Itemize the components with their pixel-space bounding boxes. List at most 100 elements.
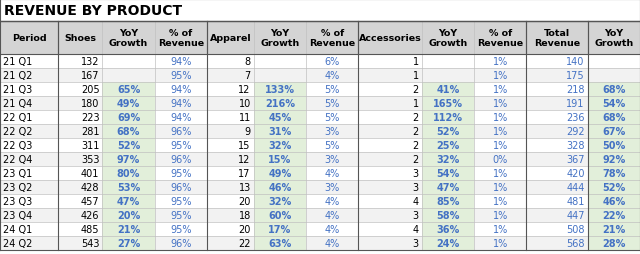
- Bar: [0, 208, 640, 222]
- Text: 568: 568: [566, 238, 585, 248]
- Text: 3: 3: [413, 210, 419, 220]
- Bar: [422, 236, 474, 250]
- Text: 2: 2: [413, 85, 419, 95]
- Text: 22: 22: [238, 238, 251, 248]
- Text: 444: 444: [566, 182, 585, 192]
- Bar: [422, 208, 474, 222]
- Bar: [422, 152, 474, 166]
- Text: 447: 447: [566, 210, 585, 220]
- Text: 22%: 22%: [602, 210, 625, 220]
- Text: 2: 2: [413, 140, 419, 150]
- Bar: [588, 124, 640, 138]
- Text: 20: 20: [238, 224, 251, 234]
- Text: 60%: 60%: [268, 210, 292, 220]
- Text: 1%: 1%: [493, 210, 508, 220]
- Text: 4%: 4%: [324, 224, 340, 234]
- Text: 54%: 54%: [602, 99, 625, 108]
- Text: 94%: 94%: [170, 85, 191, 95]
- Text: 12: 12: [238, 85, 251, 95]
- Text: 481: 481: [566, 196, 585, 206]
- Text: 1%: 1%: [493, 224, 508, 234]
- Text: 21 Q2: 21 Q2: [3, 71, 33, 81]
- Text: 85%: 85%: [436, 196, 460, 206]
- Text: 46%: 46%: [602, 196, 625, 206]
- Text: 7: 7: [244, 71, 251, 81]
- Bar: [102, 152, 155, 166]
- Text: 311: 311: [81, 140, 99, 150]
- Bar: [422, 138, 474, 152]
- Text: 46%: 46%: [268, 182, 292, 192]
- Text: 5%: 5%: [324, 140, 340, 150]
- Text: 24%: 24%: [436, 238, 460, 248]
- Text: YoY
Growth: YoY Growth: [260, 29, 300, 48]
- Bar: [0, 22, 640, 55]
- Text: 218: 218: [566, 85, 585, 95]
- Text: 543: 543: [81, 238, 99, 248]
- Text: 13: 13: [239, 182, 251, 192]
- Text: 41%: 41%: [436, 85, 460, 95]
- Bar: [588, 83, 640, 97]
- Text: 4%: 4%: [324, 196, 340, 206]
- Bar: [0, 138, 640, 152]
- Text: 1%: 1%: [493, 99, 508, 108]
- Bar: [422, 222, 474, 236]
- Text: 69%: 69%: [117, 113, 140, 122]
- Text: 78%: 78%: [602, 168, 625, 178]
- Text: 457: 457: [81, 196, 99, 206]
- Text: 17: 17: [238, 168, 251, 178]
- Bar: [0, 97, 640, 110]
- Bar: [102, 83, 155, 97]
- Text: Accessories: Accessories: [359, 34, 422, 43]
- Text: 94%: 94%: [170, 113, 191, 122]
- Text: 112%: 112%: [433, 113, 463, 122]
- Text: 133%: 133%: [265, 85, 295, 95]
- Bar: [422, 97, 474, 110]
- Text: 165%: 165%: [433, 99, 463, 108]
- Text: 95%: 95%: [170, 224, 191, 234]
- Text: 292: 292: [566, 126, 585, 136]
- Bar: [254, 166, 306, 180]
- Text: YoY
Growth: YoY Growth: [109, 29, 148, 48]
- Text: 27%: 27%: [117, 238, 140, 248]
- Text: 65%: 65%: [117, 85, 140, 95]
- Bar: [422, 124, 474, 138]
- Text: 8: 8: [244, 57, 251, 67]
- Bar: [588, 110, 640, 124]
- Bar: [0, 0, 640, 22]
- Text: 167: 167: [81, 71, 99, 81]
- Text: 281: 281: [81, 126, 99, 136]
- Text: 95%: 95%: [170, 210, 191, 220]
- Bar: [588, 222, 640, 236]
- Text: 67%: 67%: [602, 126, 625, 136]
- Text: 1: 1: [413, 57, 419, 67]
- Text: 45%: 45%: [268, 113, 292, 122]
- Text: 96%: 96%: [170, 154, 191, 164]
- Text: 1: 1: [413, 71, 419, 81]
- Bar: [102, 180, 155, 194]
- Text: 95%: 95%: [170, 196, 191, 206]
- Text: Total
Revenue: Total Revenue: [534, 29, 580, 48]
- Bar: [422, 194, 474, 208]
- Text: 28%: 28%: [602, 238, 625, 248]
- Text: 3%: 3%: [324, 182, 340, 192]
- Text: 32%: 32%: [436, 154, 460, 164]
- Text: 426: 426: [81, 210, 99, 220]
- Text: 4%: 4%: [324, 71, 340, 81]
- Text: 4%: 4%: [324, 168, 340, 178]
- Text: 508: 508: [566, 224, 585, 234]
- Text: 4%: 4%: [324, 238, 340, 248]
- Text: 1%: 1%: [493, 182, 508, 192]
- Text: 2: 2: [413, 154, 419, 164]
- Bar: [422, 110, 474, 124]
- Text: 15: 15: [238, 140, 251, 150]
- Text: 68%: 68%: [117, 126, 140, 136]
- Bar: [254, 180, 306, 194]
- Text: 95%: 95%: [170, 168, 191, 178]
- Text: 47%: 47%: [117, 196, 140, 206]
- Bar: [102, 166, 155, 180]
- Bar: [588, 97, 640, 110]
- Text: 1: 1: [413, 99, 419, 108]
- Text: 68%: 68%: [602, 113, 625, 122]
- Text: % of
Revenue: % of Revenue: [477, 29, 524, 48]
- Bar: [254, 83, 306, 97]
